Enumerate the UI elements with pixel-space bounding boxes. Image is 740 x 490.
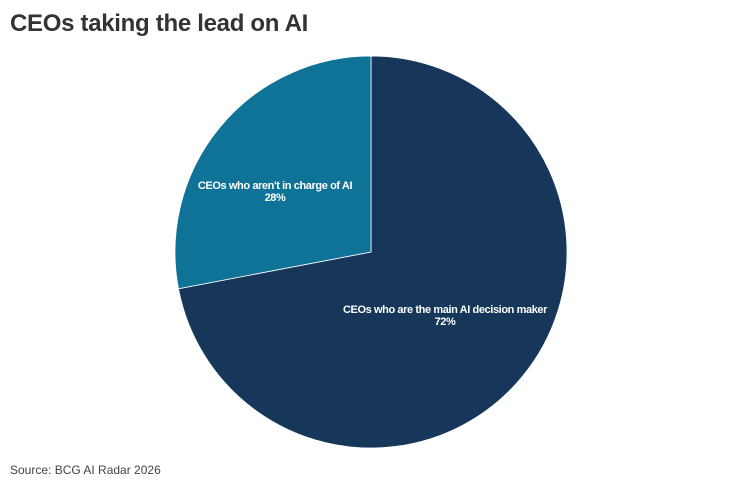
slice-label: CEOs who aren't in charge of AI [198,180,353,192]
slice-value-label: 72% [435,316,456,328]
source-note: Source: BCG AI Radar 2026 [10,463,161,477]
slice-label: CEOs who are the main AI decision maker [343,304,548,316]
chart-title: CEOs taking the lead on AI [10,10,309,37]
slice-value-label: 28% [265,192,286,204]
pie-slice [174,55,372,290]
pie-slice [178,55,568,449]
